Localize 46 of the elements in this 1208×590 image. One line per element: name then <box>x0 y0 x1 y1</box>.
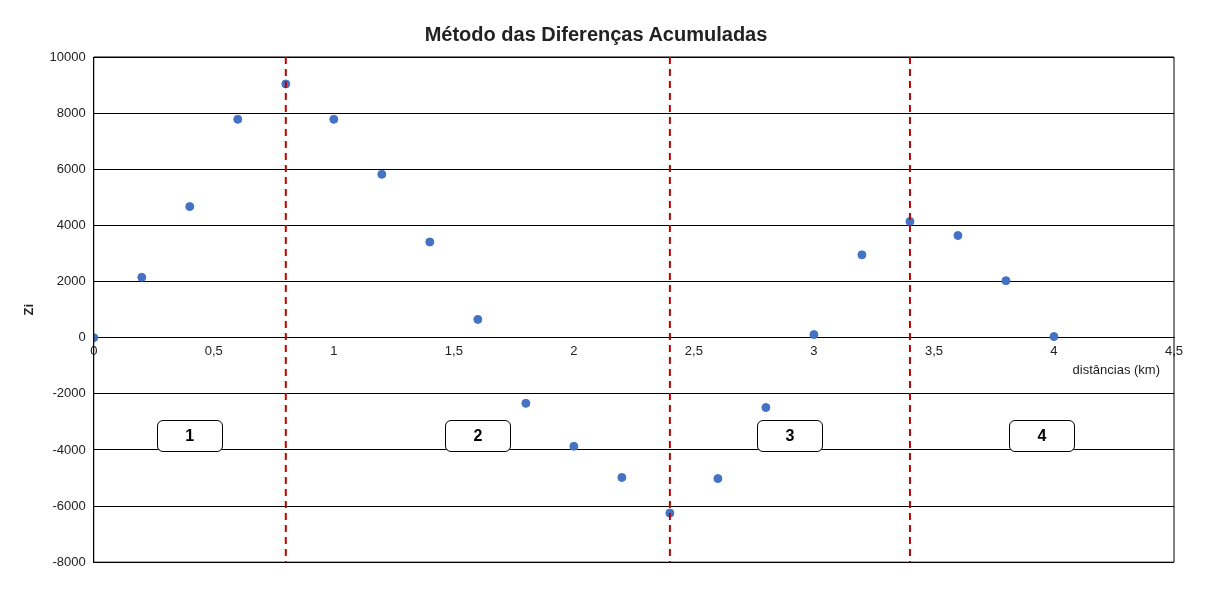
y-tick-label: 6000 <box>56 160 86 176</box>
point <box>617 472 627 482</box>
y-tick-label: -6000 <box>52 497 86 513</box>
point <box>1049 332 1059 342</box>
y-tick-label: 10000 <box>49 48 86 64</box>
x-tick-label: 1 <box>330 343 338 359</box>
point <box>953 231 963 240</box>
rounded-text-box: 4 <box>1008 419 1075 452</box>
point <box>761 403 771 413</box>
point <box>809 330 819 340</box>
point <box>233 114 243 124</box>
annotation: 2 <box>473 426 483 445</box>
point <box>425 237 435 247</box>
rounded-text-box: 3 <box>756 419 823 452</box>
y-tick-label: -2000 <box>52 385 86 401</box>
x-axis-title: distâncias (km) <box>1072 361 1160 377</box>
point <box>569 441 579 451</box>
y-tick-label: -4000 <box>52 441 86 457</box>
point <box>329 114 339 124</box>
y-tick-label: -8000 <box>52 553 86 569</box>
point <box>185 202 195 212</box>
x-tick-label: 4 <box>1050 343 1058 359</box>
rounded-text-box: 2 <box>444 419 511 452</box>
annotation: 1 <box>185 426 195 445</box>
y-tick-label: 4000 <box>56 216 86 232</box>
chart-title: Método das Diferenças Acumuladas <box>424 22 768 45</box>
x-tick-label: 3,5 <box>924 343 943 359</box>
point <box>377 169 387 179</box>
x-tick-label: 2,5 <box>684 343 703 359</box>
point <box>473 314 483 324</box>
point <box>137 272 147 282</box>
y-tick-label: 0 <box>78 329 86 345</box>
y-tick-label: 2000 <box>56 273 86 289</box>
point <box>521 398 531 408</box>
point <box>1001 276 1011 286</box>
y-tick-label: 8000 <box>56 104 86 120</box>
x-tick-label: 2 <box>570 343 578 359</box>
annotation: 4 <box>1037 426 1047 445</box>
x-tick-label: 1,5 <box>444 343 463 359</box>
y-axis-title: Zi <box>21 303 37 316</box>
annotation: 3 <box>785 426 795 445</box>
x-tick-label: 0,5 <box>204 343 223 359</box>
point <box>713 474 723 484</box>
x-tick-label: 3 <box>810 343 818 359</box>
rounded-text-box: 1 <box>156 419 223 452</box>
point <box>857 250 867 260</box>
